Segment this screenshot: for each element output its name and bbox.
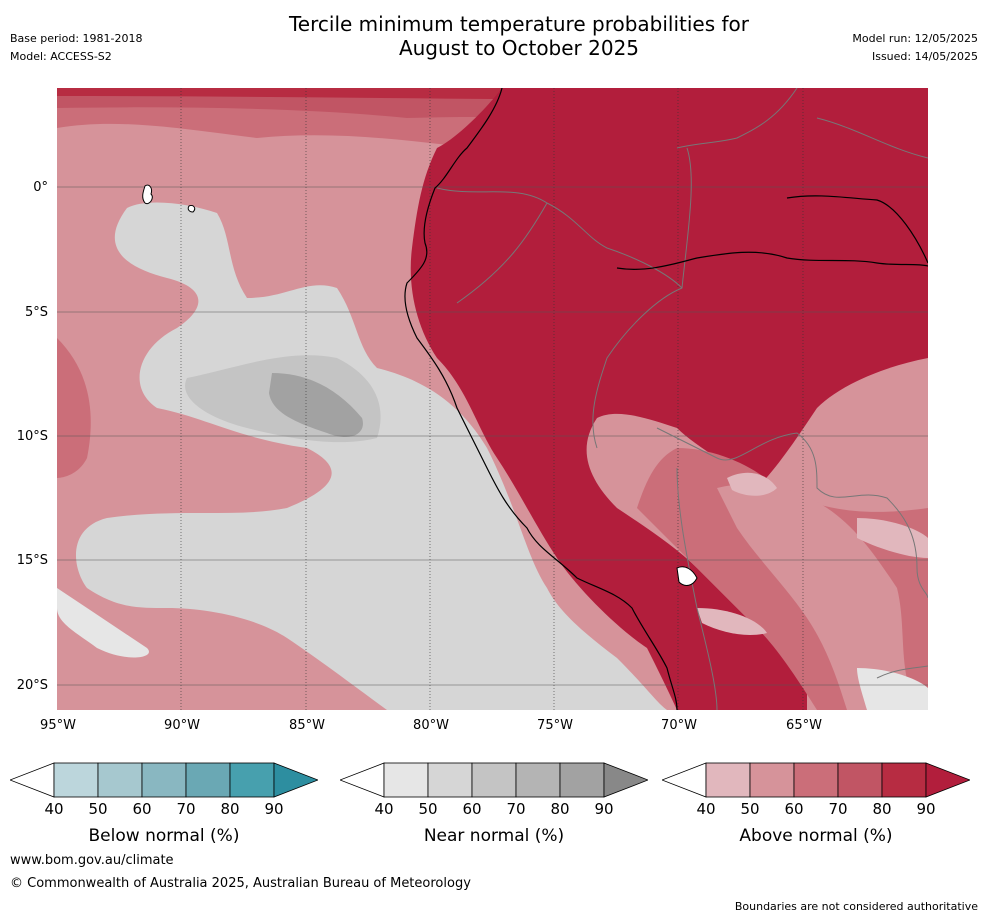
colorbar-segment	[185, 762, 231, 798]
base-period-text: Base period: 1981-2018	[10, 32, 143, 45]
colorbar-1	[10, 762, 318, 798]
lat-label: 0°	[33, 180, 48, 195]
footer-url: www.bom.gov.au/climate	[10, 853, 174, 868]
lon-label: 65°W	[786, 718, 822, 733]
colorbar-3	[662, 762, 970, 798]
colorbar-tick-label: 90	[594, 800, 614, 818]
lon-label: 75°W	[537, 718, 573, 733]
colorbar-tick-label: 90	[264, 800, 284, 818]
colorbar-title: Below normal (%)	[88, 826, 240, 846]
colorbar-tick-label: 40	[696, 800, 716, 818]
zone-above-normal-40-b	[857, 518, 928, 558]
colorbar-over-arrow	[925, 762, 970, 798]
zone-above-normal-40-a	[727, 472, 777, 496]
lon-label: 85°W	[289, 718, 325, 733]
colorbar-over-arrow	[603, 762, 648, 798]
lon-label: 95°W	[40, 718, 76, 733]
colorbar-title: Near normal (%)	[423, 826, 565, 846]
footer-note: Boundaries are not considered authoritat…	[734, 900, 978, 913]
colorbar-segment	[749, 762, 795, 798]
colorbar-segment	[229, 762, 275, 798]
title-line-2: August to October 2025	[398, 36, 640, 60]
colorbar-tick-label: 40	[374, 800, 394, 818]
colorbar-segment	[559, 762, 605, 798]
zone-near-normal-40-sw	[57, 588, 149, 658]
colorbar-segment	[793, 762, 839, 798]
colorbar-segment	[881, 762, 927, 798]
colorbar-tick-label: 60	[784, 800, 804, 818]
colorbar-2	[340, 762, 648, 798]
footer-copyright: © Commonwealth of Australia 2025, Austra…	[10, 876, 471, 891]
colorbar-segment	[53, 762, 99, 798]
meta-left: Base period: 1981-2018 Model: ACCESS-S2	[10, 32, 142, 64]
colorbar-tick-label: 50	[88, 800, 108, 818]
colorbar-tick-label: 40	[44, 800, 64, 818]
colorbar-segment	[837, 762, 883, 798]
colorbar-under-arrow	[662, 762, 707, 798]
colorbar-segment	[471, 762, 517, 798]
zone-near-normal-80	[269, 373, 363, 438]
colorbar-tick-label: 70	[176, 800, 196, 818]
colorbar-tick-label: 70	[828, 800, 848, 818]
zone-near-normal-40-se	[857, 668, 928, 710]
colorbar-tick-label: 80	[550, 800, 570, 818]
colorbar-tick-label: 90	[916, 800, 936, 818]
lake-titicaca	[676, 566, 698, 586]
colorbar-under-arrow	[10, 762, 55, 798]
lat-label: 5°S	[24, 305, 48, 320]
colorbar-under-arrow	[340, 762, 385, 798]
colorbar-tick-label: 80	[220, 800, 240, 818]
lon-label: 70°W	[661, 718, 697, 733]
colorbar-tick-label: 50	[418, 800, 438, 818]
model-text: Model: ACCESS-S2	[10, 50, 112, 63]
colorbar-title: Above normal (%)	[739, 826, 893, 846]
meta-right: Model run: 12/05/2025 Issued: 14/05/2025	[852, 32, 978, 64]
coastline	[404, 88, 678, 710]
colorbar-segment	[705, 762, 751, 798]
colorbar-tick-label: 60	[462, 800, 482, 818]
colorbar-tick-label: 80	[872, 800, 892, 818]
colorbar-tick-label: 50	[740, 800, 760, 818]
colorbar-segment	[383, 762, 429, 798]
zone-above-normal-90	[410, 88, 928, 710]
lon-label: 80°W	[413, 718, 449, 733]
lat-label: 10°S	[16, 429, 48, 444]
zone-near-normal-50	[76, 202, 667, 710]
zone-above-normal-40-c	[697, 608, 767, 635]
title-line-1: Tercile minimum temperature probabilitie…	[288, 12, 750, 36]
probability-map	[57, 88, 928, 710]
amazon-river	[616, 195, 928, 270]
latitude-lines	[57, 186, 928, 686]
issued-text: Issued: 14/05/2025	[871, 50, 978, 63]
page-title: Tercile minimum temperature probabilitie…	[244, 12, 794, 60]
colorbar-segment	[515, 762, 561, 798]
lon-label: 90°W	[164, 718, 200, 733]
colorbar-segment	[97, 762, 143, 798]
colorbar-tick-label: 70	[506, 800, 526, 818]
lat-label: 20°S	[16, 678, 48, 693]
zone-above-normal-50-se	[717, 484, 917, 710]
colorbar-segment	[141, 762, 187, 798]
lat-label: 15°S	[16, 553, 48, 568]
colorbar-tick-label: 60	[132, 800, 152, 818]
zone-west-60	[57, 338, 91, 478]
colorbar-segment	[427, 762, 473, 798]
colorbar-over-arrow	[273, 762, 318, 798]
galapagos-islands	[142, 184, 196, 213]
country-borders	[436, 88, 928, 710]
model-run-text: Model run: 12/05/2025	[852, 32, 978, 45]
